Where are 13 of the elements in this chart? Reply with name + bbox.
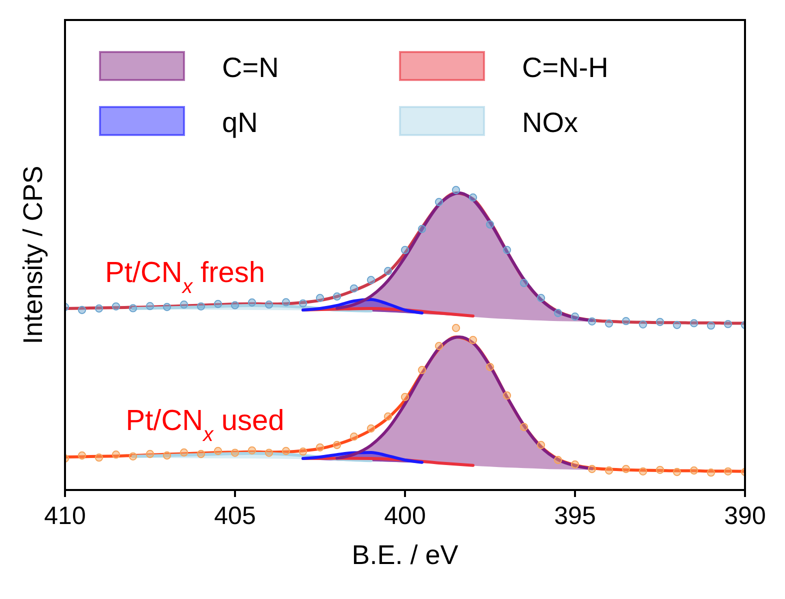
legend-label: C=N-H xyxy=(522,52,608,83)
x-axis-title: B.E. / eV xyxy=(352,540,458,570)
legend-label: NOx xyxy=(522,107,578,138)
x-tick-label: 410 xyxy=(44,502,86,530)
x-tick-label: 395 xyxy=(554,502,596,530)
legend-label: qN xyxy=(222,107,258,138)
annotation: Pt/CN$_{x}$ used xyxy=(126,405,284,446)
annotation: Pt/CN$_{x}$ fresh xyxy=(104,257,266,298)
legend-label: C=N xyxy=(222,52,279,83)
x-tick-label: 405 xyxy=(214,502,256,530)
y-axis-title: Intensity / CPS xyxy=(18,166,48,344)
x-tick-label: 400 xyxy=(384,502,426,530)
x-tick-label: 390 xyxy=(724,502,766,530)
